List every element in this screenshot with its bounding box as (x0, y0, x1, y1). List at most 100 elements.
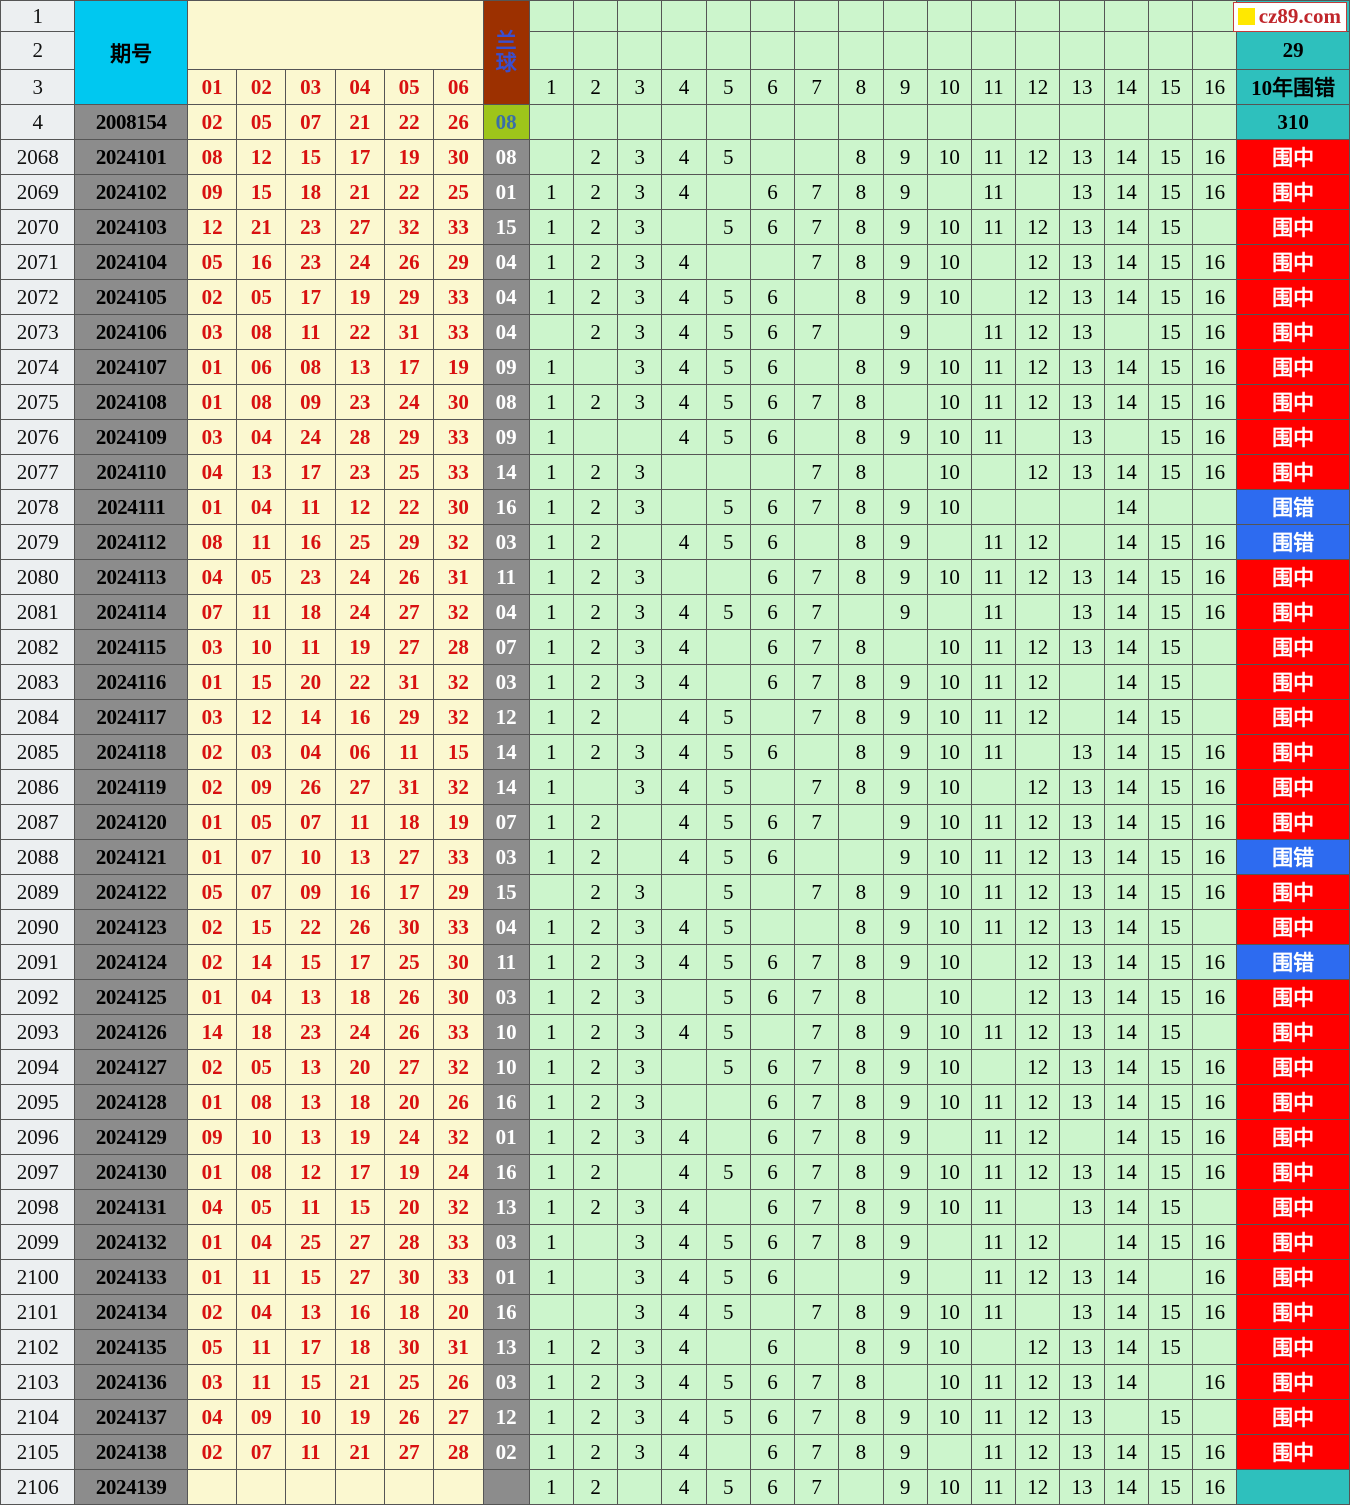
blue-ball-cell: 16 (482, 1294, 530, 1330)
matrix-cell (617, 1469, 663, 1505)
matrix-header-spacer (1103, 31, 1149, 70)
period-cell[interactable]: 2024126 (74, 1014, 188, 1050)
matrix-cell: 11 (970, 1119, 1017, 1155)
period-cell[interactable]: 2024135 (74, 1329, 188, 1365)
matrix-cell: 11 (970, 209, 1017, 245)
red-ball-cell: 17 (383, 874, 435, 910)
table-row: 2086 2024119 02 09 26 27 31 32 14 1 3 4 5 7 8 9 10 12 13 14… (0, 769, 1350, 805)
matrix-cell: 13 (1059, 594, 1105, 630)
period-cell[interactable]: 2024132 (74, 1224, 188, 1260)
period-cell[interactable]: 2024136 (74, 1364, 188, 1400)
red-ball-cell: 24 (285, 419, 336, 455)
red-ball-cell: 09 (285, 874, 336, 910)
period-cell[interactable]: 2024131 (74, 1189, 188, 1225)
matrix-cell: 16 (1192, 559, 1238, 595)
matrix-cell: 15 (1147, 1049, 1194, 1085)
matrix-cell (705, 1329, 751, 1365)
period-cell[interactable]: 2024123 (74, 909, 188, 945)
period-cell[interactable]: 2024101 (74, 139, 188, 175)
matrix-cell (1103, 1399, 1149, 1435)
matrix-cell: 4 (661, 629, 707, 665)
red-ball-cell: 25 (383, 944, 435, 980)
matrix-cell: 2 (572, 699, 619, 735)
matrix-cell: 14 (1103, 1049, 1149, 1085)
matrix-header-spacer (926, 0, 972, 32)
period-cell[interactable]: 2024109 (74, 419, 188, 455)
period-cell[interactable]: 2024106 (74, 314, 188, 350)
period-cell[interactable]: 2024138 (74, 1434, 188, 1470)
matrix-cell: 15 (1147, 1399, 1194, 1435)
matrix-cell (1059, 664, 1105, 700)
period-cell[interactable]: 2024134 (74, 1294, 188, 1330)
red-ball-cell (285, 1469, 336, 1505)
matrix-cell: 12 (1015, 629, 1061, 665)
period-cell[interactable]: 2024115 (74, 629, 188, 665)
period-cell[interactable]: 2024103 (74, 209, 188, 245)
matrix-cell: 5 (705, 489, 751, 525)
period-cell[interactable]: 2024137 (74, 1399, 188, 1435)
period-cell[interactable]: 2024104 (74, 244, 188, 280)
matrix-cell: 2 (572, 139, 619, 175)
period-cell[interactable]: 2024111 (74, 489, 188, 525)
period-cell[interactable]: 2024107 (74, 349, 188, 385)
matrix-cell: 13 (1059, 1469, 1105, 1505)
matrix-cell: 10 (926, 909, 972, 945)
matrix-cell: 15 (1147, 384, 1194, 420)
matrix-cell: 15 (1147, 769, 1194, 805)
red-ball-cell: 13 (285, 1294, 336, 1330)
matrix-cell (661, 454, 707, 490)
period-cell[interactable]: 2024130 (74, 1154, 188, 1190)
period-cell[interactable]: 2024119 (74, 769, 188, 805)
period-cell[interactable]: 2024105 (74, 279, 188, 315)
matrix-cell: 4 (661, 699, 707, 735)
red-ball-cell: 06 (334, 734, 385, 770)
matrix-cell: 16 (1192, 944, 1238, 980)
result-badge: 围中 (1236, 559, 1350, 595)
blue-ball-cell: 03 (482, 664, 530, 700)
period-cell[interactable]: 2024124 (74, 944, 188, 980)
matrix-cell: 8 (838, 1224, 884, 1260)
matrix-cell: 4 (661, 524, 707, 560)
red-ball-cell: 01 (186, 839, 238, 875)
matrix-cell: 9 (882, 419, 928, 455)
period-cell[interactable]: 2024120 (74, 804, 188, 840)
result-badge: 围中 (1236, 804, 1350, 840)
red-ball-cell: 18 (236, 1014, 287, 1050)
matrix-cell: 6 (749, 1084, 796, 1120)
period-cell[interactable]: 2024133 (74, 1259, 188, 1295)
period-cell[interactable]: 2024117 (74, 699, 188, 735)
period-cell[interactable]: 2024127 (74, 1049, 188, 1085)
matrix-cell: 16 (1192, 279, 1238, 315)
matrix-cell: 7 (794, 314, 840, 350)
matrix-cell: 4 (661, 909, 707, 945)
table-row: 2071 2024104 05 16 23 24 26 29 04 1 2 3 4 7 8 9 10 12 13 14… (0, 244, 1350, 280)
red-ball-cell: 21 (236, 209, 287, 245)
red-ball-cell: 33 (433, 314, 484, 350)
period-cell[interactable]: 2024129 (74, 1119, 188, 1155)
period-cell[interactable]: 2024112 (74, 524, 188, 560)
matrix-cell: 8 (838, 349, 884, 385)
period-cell[interactable]: 2024102 (74, 174, 188, 210)
sample-blue-ball: 08 (482, 104, 530, 140)
period-cell[interactable]: 2024128 (74, 1084, 188, 1120)
matrix-header-spacer (882, 0, 928, 32)
period-cell[interactable]: 2024114 (74, 594, 188, 630)
matrix-cell: 6 (749, 174, 796, 210)
period-cell[interactable]: 2024110 (74, 454, 188, 490)
period-cell[interactable]: 2024121 (74, 839, 188, 875)
matrix-cell: 1 (528, 1014, 574, 1050)
matrix-cell (794, 909, 840, 945)
period-cell[interactable]: 2024118 (74, 734, 188, 770)
period-cell[interactable]: 2024108 (74, 384, 188, 420)
row-index: 2089 (0, 874, 76, 910)
period-cell[interactable]: 2024139 (74, 1469, 188, 1505)
period-cell[interactable]: 2024113 (74, 559, 188, 595)
period-cell[interactable]: 2024122 (74, 874, 188, 910)
period-cell[interactable]: 2024125 (74, 979, 188, 1015)
matrix-cell: 11 (970, 1154, 1017, 1190)
row-index: 2076 (0, 419, 76, 455)
matrix-cell: 8 (838, 559, 884, 595)
period-cell[interactable]: 2024116 (74, 664, 188, 700)
matrix-cell-empty (572, 104, 619, 140)
matrix-column-header: 16 (1192, 69, 1238, 105)
